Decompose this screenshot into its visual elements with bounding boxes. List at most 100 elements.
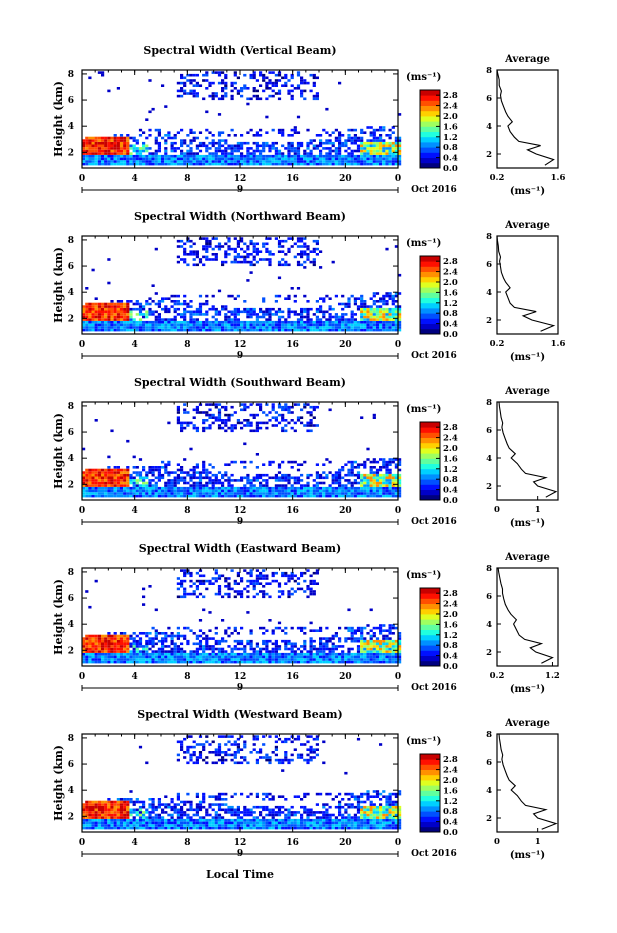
heatmap-cell — [310, 318, 313, 321]
heatmap-cell — [101, 658, 104, 661]
heatmap-cell — [373, 495, 376, 498]
heatmap-cell — [344, 627, 347, 630]
avg-title: Average — [504, 220, 550, 231]
heatmap-cell — [306, 142, 309, 145]
heatmap-cell — [85, 321, 88, 324]
heatmap-cell — [212, 316, 215, 319]
heatmap-cell — [294, 422, 297, 425]
heatmap-cell — [268, 145, 271, 148]
heatmap-cell — [104, 469, 107, 472]
heatmap-cell — [164, 134, 167, 137]
heatmap-cell — [120, 147, 123, 150]
heatmap-cell — [208, 245, 211, 248]
heatmap-cell — [234, 297, 237, 300]
heatmap-cell — [300, 495, 303, 498]
heatmap-cell — [278, 324, 281, 327]
heatmap-cell — [117, 637, 120, 640]
colorbar-tick-label: 2.0 — [443, 278, 458, 288]
heatmap-cell — [92, 653, 95, 656]
heatmap-cell — [218, 414, 221, 417]
heatmap-cell — [347, 658, 350, 661]
heatmap-cell — [177, 406, 180, 409]
heatmap-cell — [360, 152, 363, 155]
heatmap-cell — [161, 645, 164, 648]
heatmap-cell — [227, 495, 230, 498]
heatmap-cell — [382, 324, 385, 327]
heatmap-cell — [382, 303, 385, 306]
heatmap-cell — [189, 90, 192, 93]
heatmap-cell — [344, 658, 347, 661]
heatmap-cell — [310, 419, 313, 422]
heatmap-cell — [218, 593, 221, 596]
heatmap-cell — [123, 490, 126, 493]
heatmap-cell — [253, 256, 256, 259]
heatmap-cell — [117, 650, 120, 653]
heatmap-cell — [351, 492, 354, 495]
heatmap-cell — [85, 287, 88, 290]
heatmap-cell — [287, 145, 290, 148]
heatmap-cell — [142, 160, 145, 163]
heatmap-cell — [205, 256, 208, 259]
heatmap-cell — [373, 484, 376, 487]
heatmap-cell — [155, 658, 158, 661]
heatmap-cell — [218, 492, 221, 495]
heatmap-cell — [354, 637, 357, 640]
heatmap-cell — [218, 142, 221, 145]
heatmap-cell — [145, 661, 148, 664]
heatmap-cell — [370, 311, 373, 314]
heatmap-cell — [123, 487, 126, 490]
heatmap-cell — [161, 318, 164, 321]
heatmap-cell — [322, 297, 325, 300]
heatmap-cell — [278, 645, 281, 648]
heatmap-cell — [338, 469, 341, 472]
colorbar-swatch — [420, 490, 440, 496]
heatmap-cell — [174, 321, 177, 324]
heatmap-cell — [85, 145, 88, 148]
heatmap-cell — [313, 629, 316, 632]
heatmap-cell — [98, 158, 101, 161]
heatmap-cell — [310, 580, 313, 583]
heatmap-cell — [370, 152, 373, 155]
heatmap-cell — [360, 643, 363, 646]
heatmap-cell — [316, 318, 319, 321]
heatmap-cell — [240, 596, 243, 599]
heatmap-cell — [158, 158, 161, 161]
heatmap-cell — [275, 92, 278, 95]
heatmap-cell — [300, 575, 303, 578]
heatmap-cell — [183, 77, 186, 80]
heatmap-cell — [376, 495, 379, 498]
heatmap-cell — [215, 403, 218, 406]
heatmap-cell — [297, 419, 300, 422]
x-tick-label: 0 — [395, 506, 401, 516]
heatmap-cell — [208, 324, 211, 327]
heatmap-cell — [161, 637, 164, 640]
heatmap-cell — [284, 321, 287, 324]
heatmap-cell — [95, 474, 98, 477]
heatmap-cell — [268, 150, 271, 153]
heatmap-cell — [101, 145, 104, 148]
heatmap-cell — [186, 237, 189, 240]
heatmap-cell — [303, 243, 306, 246]
heatmap-cell — [246, 422, 249, 425]
heatmap-cell — [177, 295, 180, 298]
heatmap-cell — [117, 311, 120, 314]
heatmap-cell — [98, 492, 101, 495]
heatmap-cell — [363, 484, 366, 487]
heatmap-cell — [234, 258, 237, 261]
heatmap-cell — [155, 661, 158, 664]
heatmap-cell — [148, 653, 151, 656]
heatmap-cell — [98, 305, 101, 308]
heatmap-cell — [231, 295, 234, 298]
heatmap-cell — [186, 658, 189, 661]
heatmap-cell — [272, 147, 275, 150]
heatmap-cell — [272, 409, 275, 412]
heatmap-cell — [120, 640, 123, 643]
heatmap-cell — [240, 147, 243, 150]
heatmap-cell — [376, 318, 379, 321]
heatmap-cell — [205, 580, 208, 583]
heatmap-cell — [265, 237, 268, 240]
heatmap-cell — [183, 487, 186, 490]
heatmap-cell — [392, 656, 395, 659]
heatmap-cell — [287, 656, 290, 659]
heatmap-cell — [152, 155, 155, 158]
